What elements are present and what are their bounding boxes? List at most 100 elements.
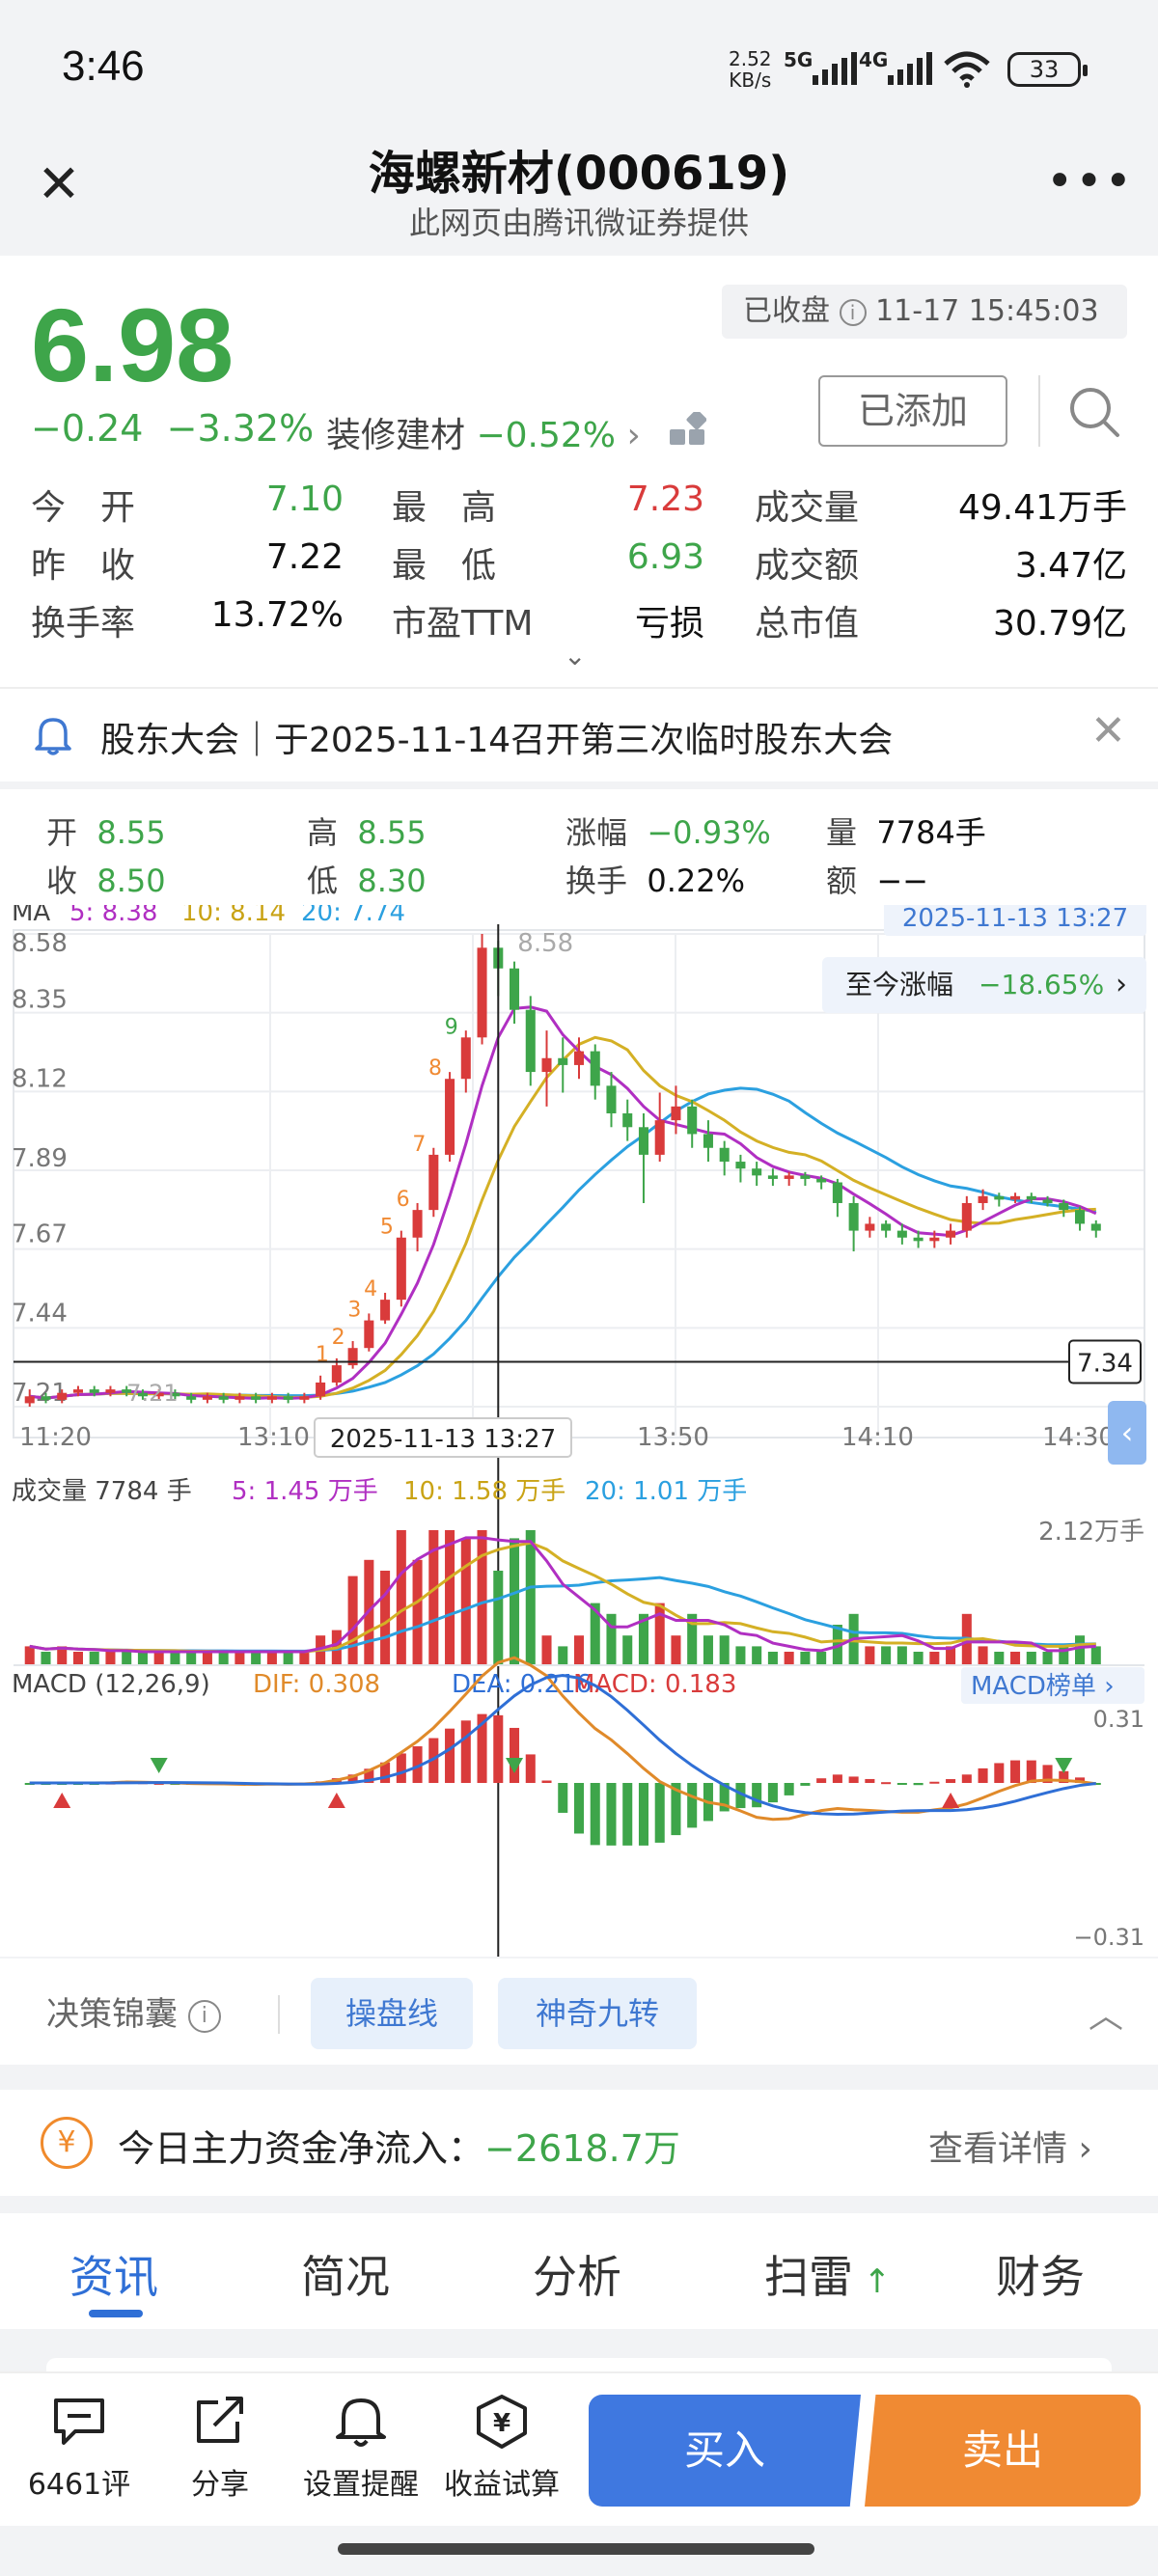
macd-bar [946, 1779, 956, 1783]
candle-body [1010, 1195, 1021, 1200]
stat-label[interactable]: 总市值 [755, 604, 860, 644]
comments-button[interactable]: 6461评 [21, 2395, 137, 2503]
volume-bar [493, 1571, 504, 1665]
volume-bar [638, 1613, 648, 1665]
ohlc-open: 开 8.55 [46, 808, 166, 853]
tab-risk-scan[interactable]: 扫雷 ↑ [764, 2242, 891, 2306]
chevron-down-icon[interactable]: ⌄ [564, 640, 587, 671]
sell-button[interactable]: 卖出 [865, 2395, 1141, 2507]
divider [278, 1995, 280, 2034]
change-percent: −3.32% [166, 407, 315, 450]
macd-rank-badge [961, 1667, 1144, 1704]
volume-bar [800, 1652, 811, 1665]
candle-body [89, 1389, 99, 1393]
comments-count: 6461评 [27, 2468, 131, 2502]
volume-bar [881, 1646, 892, 1665]
macd-bar [913, 1783, 924, 1786]
close-notice-icon[interactable]: ✕ [1090, 706, 1126, 755]
grid-icon[interactable] [670, 412, 706, 449]
tab-finance[interactable]: 财务 [996, 2251, 1085, 2303]
more-icon[interactable]: ••• [1046, 154, 1134, 208]
candle-body [41, 1396, 51, 1400]
bell-icon [35, 718, 71, 755]
candle-body [606, 1085, 617, 1113]
volume-bar [703, 1635, 713, 1665]
candle-body [541, 1057, 552, 1073]
pill-magic-nine[interactable]: 神奇九转 [498, 1978, 697, 2049]
view-details-link[interactable]: 查看详情 › [928, 2121, 1092, 2171]
macd-bar [573, 1783, 585, 1834]
pill-trading-line[interactable]: 操盘线 [311, 1978, 473, 2049]
volume-bar [428, 1530, 439, 1665]
volume-bar [380, 1571, 391, 1665]
volume-bar [122, 1652, 132, 1665]
tab-analysis[interactable]: 分析 [533, 2251, 621, 2303]
svg-text:¥: ¥ [493, 2409, 510, 2438]
macd-bar [396, 1753, 406, 1783]
ohlc-turnover: 换手 0.22% [565, 857, 745, 901]
notice-bar[interactable]: 股东大会｜于2025-11-14召开第三次临时股东大会 ✕ [0, 687, 1158, 781]
macd-bar [364, 1768, 374, 1783]
open-label: 开 [46, 814, 78, 851]
sector-link[interactable]: 装修建材 −0.52% › [326, 407, 641, 457]
fund-flow-bar[interactable]: ¥ 今日主力资金净流入：−2618.7万 查看详情 › [0, 2090, 1158, 2196]
candle-body [460, 1037, 471, 1080]
battery-icon: 33 [1007, 52, 1088, 87]
home-indicator[interactable] [338, 2543, 814, 2555]
search-icon[interactable] [1067, 385, 1121, 439]
candle-body [347, 1348, 358, 1366]
candle-body [687, 1106, 698, 1135]
volume-bar [622, 1635, 633, 1665]
volume-bar [978, 1646, 988, 1665]
profit-calc-button[interactable]: ¥ 收益试算 [444, 2395, 560, 2503]
macd-bar [638, 1783, 648, 1846]
candle-body [784, 1175, 794, 1179]
info-icon[interactable]: i [839, 298, 867, 326]
share-button[interactable]: 分享 [162, 2395, 278, 2503]
candle-body [428, 1154, 439, 1211]
stat-label[interactable]: 市盈TTM [392, 604, 534, 644]
since-percent: −18.65% [979, 969, 1104, 1000]
tab-overview[interactable]: 简况 [301, 2251, 390, 2303]
price-change: −0.24 −3.32% [31, 407, 314, 450]
added-watchlist-button[interactable]: 已添加 [818, 375, 1007, 447]
kline-chart[interactable]: MA 5: 8.38 10: 8.14 20: 7.74 2025-11-13 13:2… [0, 905, 1158, 1957]
macd-bar [978, 1768, 988, 1783]
ma5-value: 5: 8.38 [69, 905, 157, 927]
volume-bar [89, 1652, 99, 1665]
ohlc-change: 涨幅 −0.93% [565, 808, 771, 853]
volume-bar [347, 1576, 358, 1665]
close-icon[interactable]: ✕ [37, 153, 81, 214]
volume-bar [558, 1646, 568, 1665]
volume-bar [1059, 1646, 1069, 1665]
candle-body [170, 1392, 180, 1397]
volume-bar [1010, 1652, 1021, 1665]
change-label: 涨幅 [565, 814, 628, 851]
buy-button[interactable]: 买入 [589, 2395, 861, 2507]
decision-title: 决策锦囊 [46, 1995, 178, 2034]
candle-body [122, 1389, 132, 1393]
macd-signal-marker [1055, 1758, 1073, 1773]
set-alert-button[interactable]: 设置提醒 [303, 2395, 419, 2503]
chevron-right-icon: › [616, 416, 641, 455]
candle-body [510, 968, 520, 1010]
y-tick-label: 8.35 [12, 985, 68, 1014]
stat-label: 最 低 [392, 546, 497, 586]
macd-rank-link: MACD榜单 › [971, 1672, 1115, 1701]
tab-news[interactable]: 资讯 [69, 2251, 158, 2303]
nine-turn-marker: 3 [347, 1299, 361, 1323]
macd-value: MACD: 0.183 [573, 1670, 736, 1699]
candle-body [396, 1237, 406, 1301]
divider [1038, 375, 1040, 447]
macd-label: MACD (12,26,9) [12, 1670, 210, 1699]
volume-bar [816, 1652, 827, 1665]
candle-body [153, 1392, 164, 1397]
vol-ma20-line [29, 1576, 1096, 1653]
chevron-up-icon[interactable]: ︿ [1089, 1996, 1124, 2036]
vol-ma5-line [29, 1536, 1096, 1654]
macd-bar [590, 1783, 600, 1846]
candle-body [1059, 1202, 1069, 1211]
info-icon[interactable]: i [187, 1999, 221, 2033]
status-bar: 3:46 2.52 KB/s 5G 4G 33 [0, 0, 1158, 135]
volume-bar [218, 1652, 229, 1665]
